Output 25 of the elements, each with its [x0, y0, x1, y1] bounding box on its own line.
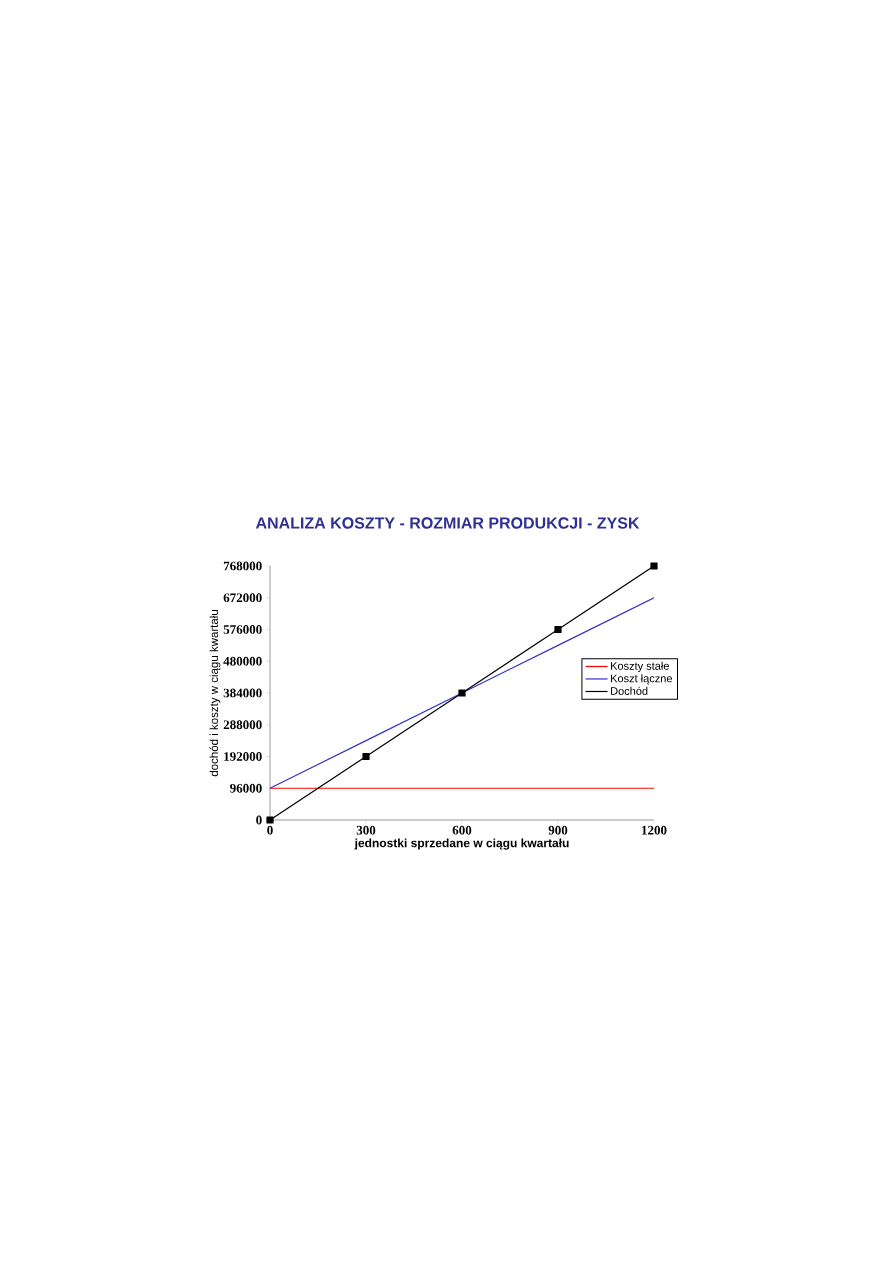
point [362, 752, 370, 761]
point [650, 562, 658, 570]
y-tick-label: 768000 [223, 561, 262, 571]
point [458, 689, 466, 697]
y-tick-label: 480000 [223, 656, 262, 666]
x-axis-title: jednostki sprzedane w ciągu kwartału [354, 838, 569, 850]
y-tick-label: 192000 [224, 752, 262, 761]
y-tick-label: 0 [256, 815, 262, 825]
y-tick-label: 384000 [223, 688, 262, 698]
chart-title: ANALIZA KOSZTY - ROZMIAR PRODUKCJI - ZYSK [255, 517, 640, 529]
point [554, 625, 562, 634]
x-tick-label: 900 [548, 825, 568, 835]
y-axis-title: dochód i koszty w ciągu kwartału [209, 610, 221, 777]
x-tick-label: 600 [452, 825, 472, 835]
y-tick-label: 96000 [230, 783, 262, 793]
legend-label: Koszty stałe [611, 661, 669, 672]
x-tick-label: 300 [356, 825, 376, 835]
x-tick-label: 0 [267, 825, 273, 835]
y-tick-label: 672000 [223, 593, 262, 603]
legend-label: Dochód [611, 686, 648, 695]
legend-label: Koszt łączne [611, 674, 672, 685]
y-tick-label: 288000 [223, 720, 262, 730]
y-tick-label: 576000 [223, 625, 262, 634]
point [266, 816, 274, 824]
x-tick-label: 1200 [642, 825, 667, 835]
